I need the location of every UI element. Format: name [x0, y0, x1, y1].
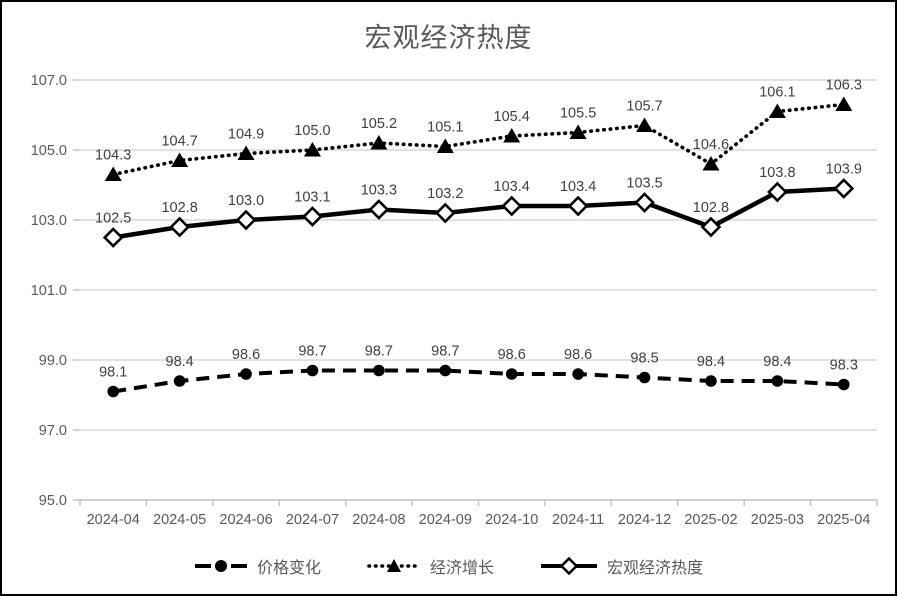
svg-text:104.6: 104.6 — [693, 137, 729, 153]
svg-text:98.3: 98.3 — [830, 358, 858, 374]
legend-label: 宏观经济热度 — [607, 560, 704, 577]
svg-text:103.1: 103.1 — [294, 190, 330, 206]
svg-text:103.0: 103.0 — [31, 213, 67, 229]
svg-text:106.3: 106.3 — [826, 78, 862, 94]
svg-text:102.8: 102.8 — [693, 200, 729, 216]
svg-text:104.9: 104.9 — [228, 127, 264, 143]
svg-text:107.0: 107.0 — [31, 73, 67, 89]
legend-item-price-change: 价格变化 — [194, 554, 321, 578]
svg-text:103.8: 103.8 — [759, 165, 795, 181]
svg-text:98.4: 98.4 — [166, 354, 194, 370]
svg-text:104.7: 104.7 — [161, 134, 197, 150]
svg-text:99.0: 99.0 — [39, 353, 67, 369]
svg-text:98.7: 98.7 — [431, 344, 459, 360]
svg-text:2024-11: 2024-11 — [552, 512, 604, 528]
svg-text:101.0: 101.0 — [31, 283, 67, 299]
svg-text:105.4: 105.4 — [494, 109, 530, 125]
svg-text:95.0: 95.0 — [39, 493, 67, 509]
svg-text:2024-08: 2024-08 — [352, 512, 405, 528]
svg-text:105.2: 105.2 — [361, 116, 397, 132]
svg-text:103.3: 103.3 — [361, 183, 397, 199]
svg-text:97.0: 97.0 — [39, 423, 67, 439]
svg-text:98.7: 98.7 — [298, 344, 326, 360]
svg-text:105.5: 105.5 — [560, 106, 596, 122]
legend-item-economic-growth: 经济增长 — [367, 554, 494, 578]
svg-text:103.9: 103.9 — [826, 162, 862, 178]
svg-text:105.0: 105.0 — [31, 143, 67, 159]
svg-text:105.1: 105.1 — [427, 120, 463, 136]
svg-text:2025-03: 2025-03 — [751, 512, 804, 528]
svg-text:103.4: 103.4 — [560, 179, 596, 195]
svg-text:104.3: 104.3 — [95, 148, 131, 164]
svg-text:105.7: 105.7 — [626, 99, 662, 115]
svg-text:2024-12: 2024-12 — [618, 512, 671, 528]
svg-text:103.4: 103.4 — [494, 179, 530, 195]
svg-text:103.2: 103.2 — [427, 186, 463, 202]
legend-label: 价格变化 — [256, 560, 321, 577]
svg-text:2025-02: 2025-02 — [684, 512, 737, 528]
svg-text:98.4: 98.4 — [697, 354, 725, 370]
svg-text:103.5: 103.5 — [626, 176, 662, 192]
svg-text:98.1: 98.1 — [99, 365, 127, 381]
svg-text:103.0: 103.0 — [228, 193, 264, 209]
svg-text:2024-09: 2024-09 — [419, 512, 472, 528]
svg-text:98.6: 98.6 — [564, 347, 592, 363]
chart-title: 宏观经济热度 — [364, 23, 533, 53]
svg-text:98.7: 98.7 — [365, 344, 393, 360]
svg-text:102.8: 102.8 — [161, 200, 197, 216]
dashed-line-circle-marker-icon — [194, 560, 247, 572]
solid-line-diamond-marker-icon — [541, 557, 597, 575]
legend-label: 经济增长 — [429, 560, 494, 577]
svg-text:106.1: 106.1 — [759, 85, 795, 101]
svg-text:2024-07: 2024-07 — [286, 512, 339, 528]
svg-text:98.6: 98.6 — [232, 347, 260, 363]
svg-text:98.5: 98.5 — [630, 351, 658, 367]
svg-text:105.0: 105.0 — [294, 123, 330, 139]
legend-item-macro-heat: 宏观经济热度 — [540, 554, 703, 578]
svg-text:98.4: 98.4 — [763, 354, 791, 370]
svg-text:2024-10: 2024-10 — [485, 512, 538, 528]
svg-text:2024-04: 2024-04 — [87, 512, 140, 528]
svg-text:98.6: 98.6 — [498, 347, 526, 363]
dotted-line-triangle-marker-icon — [367, 559, 421, 572]
chart-legend: 价格变化 经济增长 宏观经济热度 — [2, 554, 895, 578]
svg-text:2024-05: 2024-05 — [153, 512, 206, 528]
svg-text:2025-04: 2025-04 — [817, 512, 870, 528]
svg-text:102.5: 102.5 — [95, 211, 131, 227]
svg-text:2024-06: 2024-06 — [219, 512, 272, 528]
